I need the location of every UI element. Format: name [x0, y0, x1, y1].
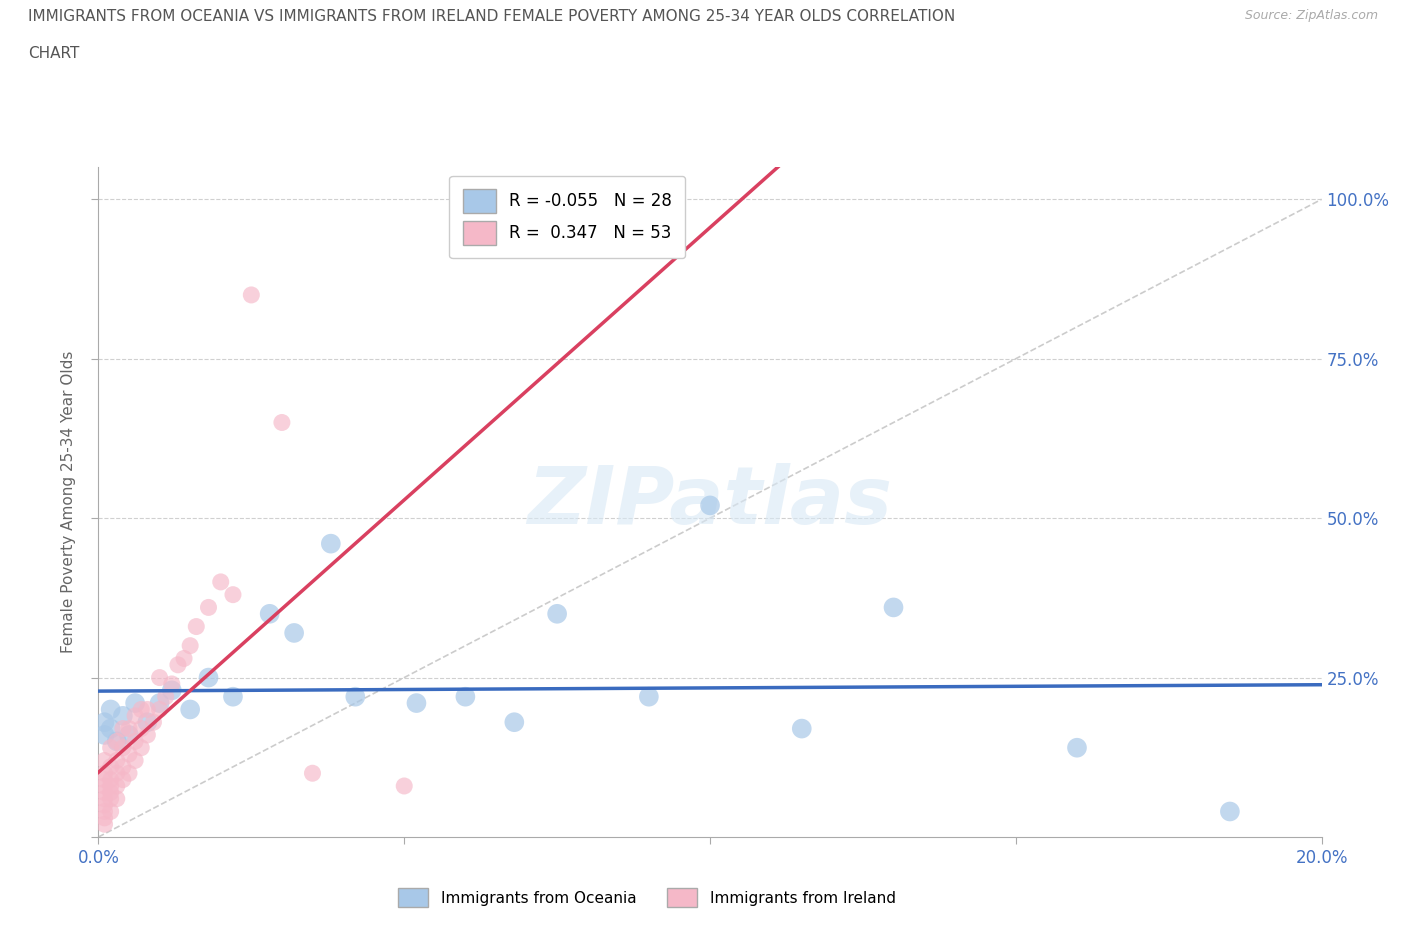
Point — [392, 778, 416, 793]
Point — [93, 791, 115, 806]
Point — [93, 715, 115, 730]
Point — [637, 689, 661, 704]
Point — [111, 721, 134, 736]
Point — [105, 791, 128, 806]
Point — [105, 778, 128, 793]
Point — [93, 798, 115, 813]
Point — [344, 689, 367, 704]
Point — [270, 415, 292, 430]
Point — [118, 747, 141, 762]
Point — [105, 753, 128, 768]
Point — [167, 658, 190, 672]
Point — [790, 721, 813, 736]
Point — [93, 753, 115, 768]
Point — [186, 619, 208, 634]
Point — [155, 689, 177, 704]
Point — [118, 765, 141, 780]
Point — [149, 696, 172, 711]
Point — [1066, 740, 1088, 755]
Point — [405, 696, 427, 711]
Point — [100, 791, 122, 806]
Point — [259, 606, 281, 621]
Point — [209, 575, 232, 590]
Point — [118, 721, 141, 736]
Point — [142, 715, 165, 730]
Point — [1219, 804, 1241, 819]
Point — [197, 600, 219, 615]
Point — [93, 810, 115, 825]
Text: IMMIGRANTS FROM OCEANIA VS IMMIGRANTS FROM IRELAND FEMALE POVERTY AMONG 25-34 YE: IMMIGRANTS FROM OCEANIA VS IMMIGRANTS FR… — [28, 9, 955, 24]
Point — [503, 715, 526, 730]
Point — [179, 702, 201, 717]
Point — [179, 638, 201, 653]
Point — [111, 760, 134, 775]
Point — [124, 753, 146, 768]
Point — [100, 702, 122, 717]
Point — [160, 683, 183, 698]
Y-axis label: Female Poverty Among 25-34 Year Olds: Female Poverty Among 25-34 Year Olds — [60, 351, 76, 654]
Point — [124, 734, 146, 749]
Point — [283, 626, 305, 641]
Point — [173, 651, 195, 666]
Text: CHART: CHART — [28, 46, 80, 61]
Point — [105, 765, 128, 780]
Point — [454, 689, 477, 704]
Point — [105, 734, 128, 749]
Point — [149, 702, 172, 717]
Point — [136, 727, 159, 742]
Point — [129, 702, 152, 717]
Point — [93, 817, 115, 831]
Point — [124, 709, 146, 724]
Point — [118, 727, 141, 742]
Point — [111, 709, 134, 724]
Point — [129, 740, 152, 755]
Legend: Immigrants from Oceania, Immigrants from Ireland: Immigrants from Oceania, Immigrants from… — [392, 883, 901, 913]
Point — [111, 772, 134, 787]
Text: ZIPatlas: ZIPatlas — [527, 463, 893, 541]
Point — [160, 676, 183, 691]
Point — [222, 587, 245, 602]
Point — [883, 600, 905, 615]
Text: Source: ZipAtlas.com: Source: ZipAtlas.com — [1244, 9, 1378, 22]
Point — [136, 702, 159, 717]
Legend: R = -0.055   N = 28, R =  0.347   N = 53: R = -0.055 N = 28, R = 0.347 N = 53 — [450, 176, 686, 258]
Point — [100, 785, 122, 800]
Point — [100, 721, 122, 736]
Point — [222, 689, 245, 704]
Point — [105, 734, 128, 749]
Point — [149, 671, 172, 685]
Point — [93, 785, 115, 800]
Point — [93, 765, 115, 780]
Point — [301, 765, 323, 780]
Point — [240, 287, 263, 302]
Point — [100, 778, 122, 793]
Point — [100, 804, 122, 819]
Point — [100, 740, 122, 755]
Point — [111, 740, 134, 755]
Point — [100, 772, 122, 787]
Point — [546, 606, 568, 621]
Point — [93, 804, 115, 819]
Point — [93, 778, 115, 793]
Point — [197, 671, 219, 685]
Point — [319, 537, 342, 551]
Point — [93, 727, 115, 742]
Point — [93, 772, 115, 787]
Point — [136, 715, 159, 730]
Point — [100, 760, 122, 775]
Point — [129, 721, 152, 736]
Point — [699, 498, 721, 512]
Point — [124, 696, 146, 711]
